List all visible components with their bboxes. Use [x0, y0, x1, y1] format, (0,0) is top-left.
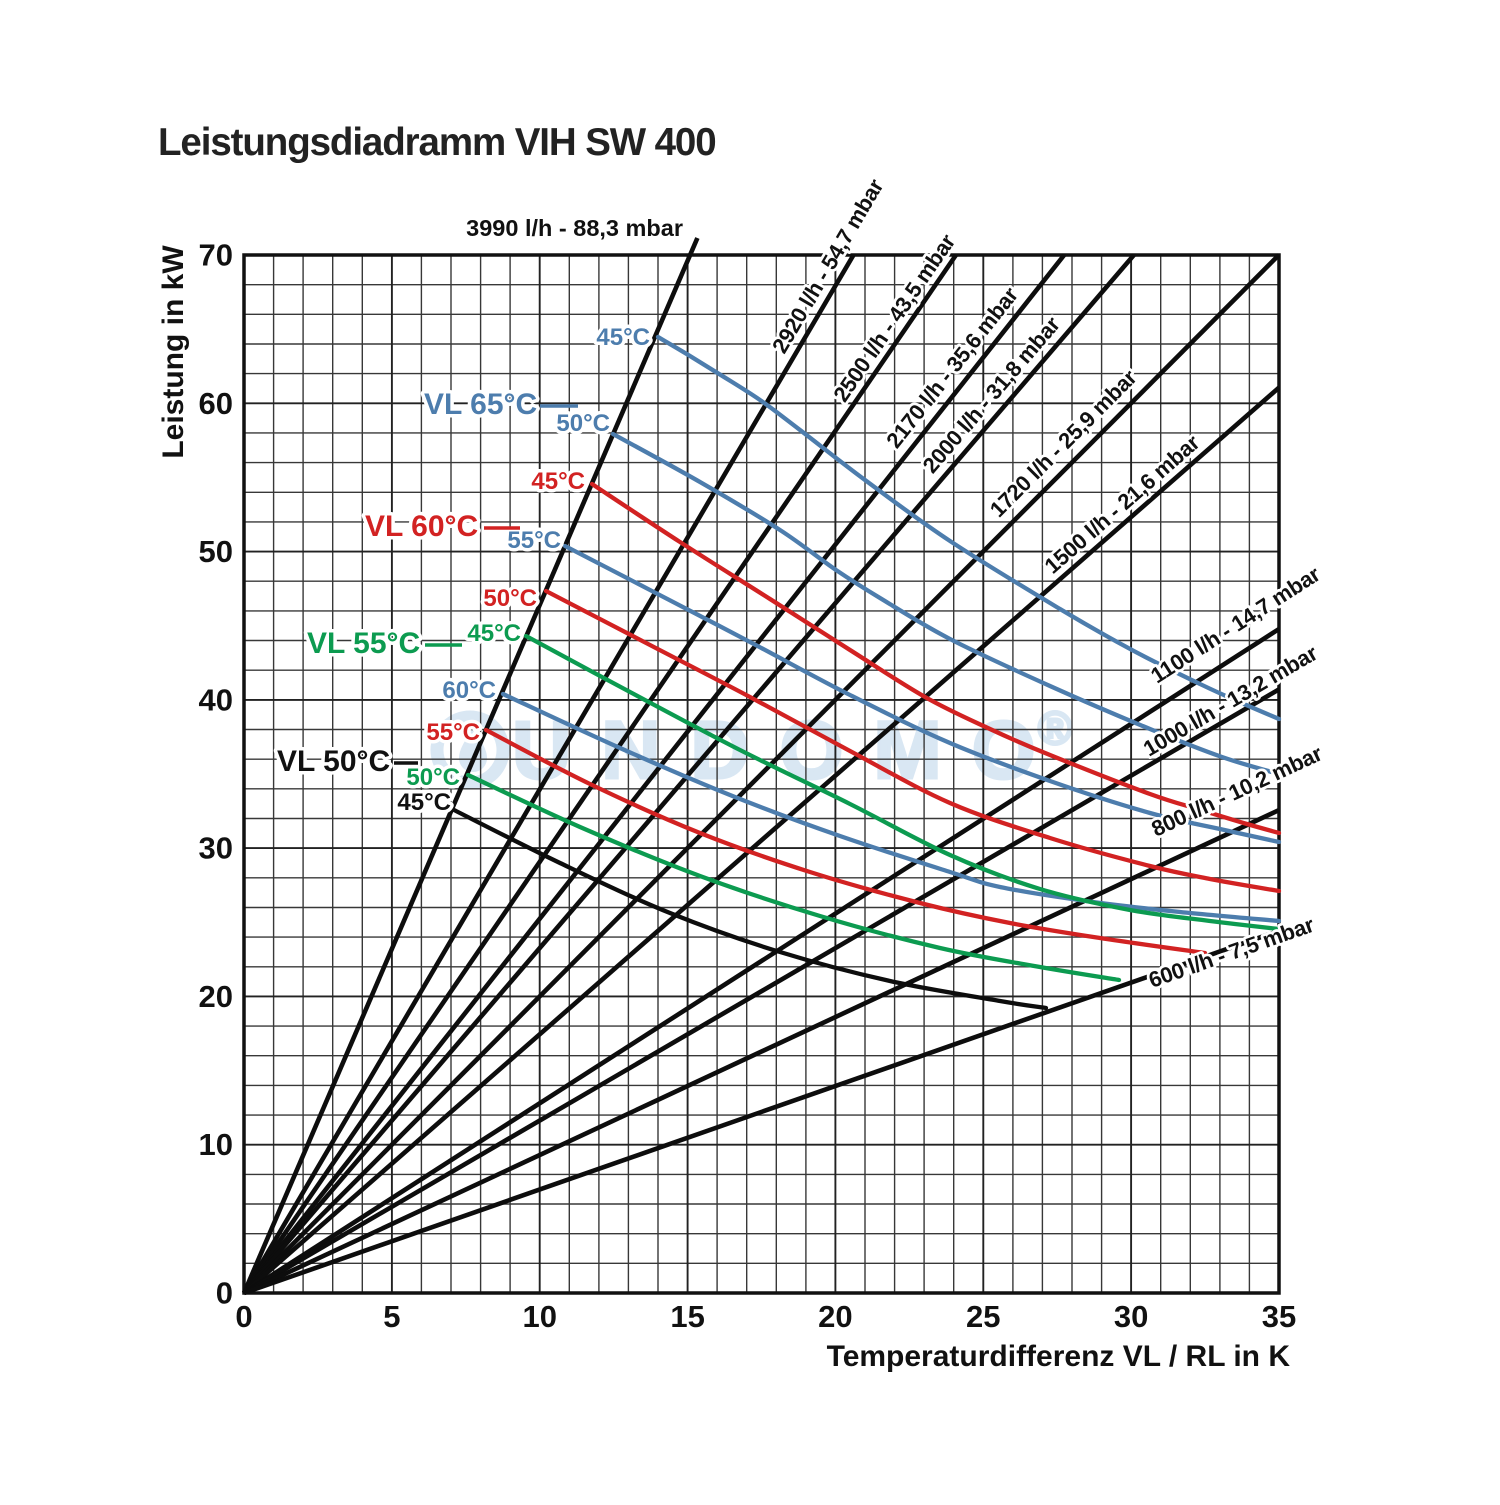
svg-text:45°C: 45°C — [531, 468, 585, 495]
svg-text:VL 65°C: VL 65°C — [424, 388, 537, 421]
svg-text:15: 15 — [670, 1299, 704, 1334]
svg-text:Leistung in kW: Leistung in kW — [157, 245, 190, 459]
svg-text:VL 55°C: VL 55°C — [307, 627, 420, 660]
svg-text:40: 40 — [199, 682, 233, 717]
svg-text:35: 35 — [1262, 1299, 1296, 1334]
svg-text:3990 l/h - 88,3 mbar: 3990 l/h - 88,3 mbar — [466, 215, 683, 241]
svg-text:55°C: 55°C — [426, 719, 480, 746]
svg-text:5: 5 — [383, 1299, 400, 1334]
svg-text:45°C: 45°C — [596, 324, 650, 351]
svg-text:30: 30 — [199, 831, 233, 866]
svg-text:60: 60 — [199, 386, 233, 421]
svg-text:70: 70 — [199, 238, 233, 273]
svg-text:55°C: 55°C — [507, 527, 561, 554]
svg-text:60°C: 60°C — [442, 677, 496, 704]
svg-text:25: 25 — [966, 1299, 1000, 1334]
svg-text:50°C: 50°C — [556, 410, 610, 437]
svg-text:50°C: 50°C — [406, 764, 460, 791]
svg-text:10: 10 — [522, 1299, 556, 1334]
svg-text:45°C: 45°C — [397, 789, 451, 816]
svg-text:Leistungsdiadramm VIH SW 400: Leistungsdiadramm VIH SW 400 — [158, 121, 716, 164]
svg-text:50: 50 — [199, 534, 233, 569]
svg-text:0: 0 — [235, 1299, 252, 1334]
svg-text:50°C: 50°C — [483, 585, 537, 612]
svg-text:20: 20 — [199, 979, 233, 1014]
svg-text:45°C: 45°C — [467, 620, 521, 647]
svg-text:0: 0 — [216, 1276, 233, 1311]
svg-text:VL 50°C: VL 50°C — [277, 745, 390, 778]
svg-text:VL 60°C: VL 60°C — [365, 510, 478, 543]
svg-text:Temperaturdifferenz VL / RL in: Temperaturdifferenz VL / RL in K — [827, 1340, 1291, 1373]
svg-text:20: 20 — [818, 1299, 852, 1334]
svg-text:30: 30 — [1114, 1299, 1148, 1334]
svg-text:10: 10 — [199, 1127, 233, 1162]
